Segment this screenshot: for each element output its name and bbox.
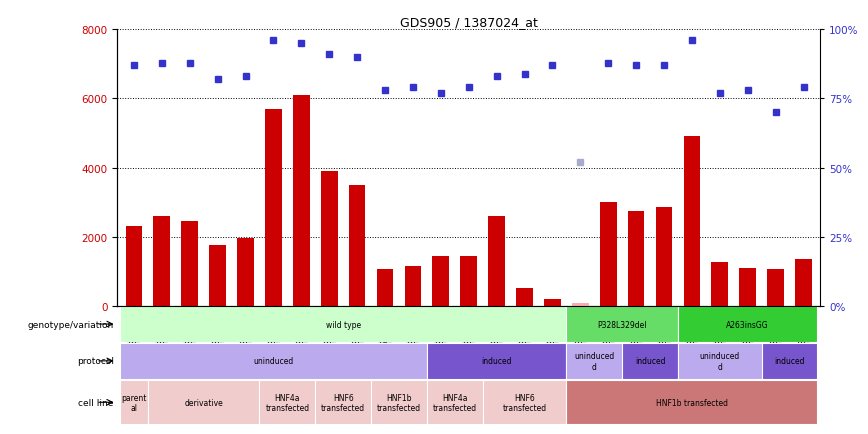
Bar [154, 217, 170, 306]
Bar [678, 343, 762, 378]
Text: induced: induced [482, 357, 512, 365]
Text: uninduced
d: uninduced d [700, 352, 740, 371]
Bar [767, 270, 784, 306]
Bar [655, 208, 673, 306]
Bar [120, 343, 427, 378]
Text: wild type: wild type [326, 320, 361, 329]
Bar [349, 185, 365, 306]
Text: HNF6
transfected: HNF6 transfected [503, 393, 547, 412]
Text: induced: induced [774, 357, 805, 365]
Text: cell line: cell line [78, 398, 114, 407]
Text: uninduced
d: uninduced d [574, 352, 615, 371]
Bar [265, 110, 282, 306]
Text: HNF4a
transfected: HNF4a transfected [266, 393, 309, 412]
Bar [566, 307, 678, 342]
Bar [483, 380, 566, 424]
Bar [740, 268, 756, 306]
Bar [321, 171, 338, 306]
Bar [622, 343, 678, 378]
Bar [427, 343, 566, 378]
Bar [237, 239, 253, 306]
Bar [566, 380, 818, 424]
Bar [761, 343, 818, 378]
Bar [488, 217, 505, 306]
Bar [427, 380, 483, 424]
Title: GDS905 / 1387024_at: GDS905 / 1387024_at [400, 16, 537, 29]
Bar [120, 380, 148, 424]
Text: P328L329del: P328L329del [597, 320, 647, 329]
Bar [432, 256, 450, 306]
Text: derivative: derivative [184, 398, 223, 407]
Bar [516, 289, 533, 306]
Text: HNF4a
transfected: HNF4a transfected [433, 393, 477, 412]
Bar [260, 380, 315, 424]
Text: HNF1b
transfected: HNF1b transfected [377, 393, 421, 412]
Bar [600, 203, 616, 306]
Bar [293, 96, 310, 306]
Text: HNF6
transfected: HNF6 transfected [321, 393, 365, 412]
Bar [628, 211, 644, 306]
Bar [377, 270, 393, 306]
Bar [371, 380, 427, 424]
Text: protocol: protocol [76, 357, 114, 365]
Bar [181, 221, 198, 306]
Bar [684, 137, 700, 306]
Text: uninduced: uninduced [253, 357, 293, 365]
Bar [566, 343, 622, 378]
Bar [678, 307, 818, 342]
Bar [460, 256, 477, 306]
Bar [572, 303, 589, 306]
Bar [795, 260, 812, 306]
Bar [404, 266, 421, 306]
Text: induced: induced [635, 357, 665, 365]
Bar [209, 246, 226, 306]
Bar [315, 380, 372, 424]
Text: parent
al: parent al [122, 393, 147, 412]
Text: A263insGG: A263insGG [727, 320, 769, 329]
Bar [126, 227, 142, 306]
Bar [148, 380, 260, 424]
Text: HNF1b transfected: HNF1b transfected [656, 398, 728, 407]
Bar [544, 299, 561, 306]
Bar [712, 263, 728, 306]
Text: genotype/variation: genotype/variation [28, 320, 114, 329]
Bar [120, 307, 566, 342]
